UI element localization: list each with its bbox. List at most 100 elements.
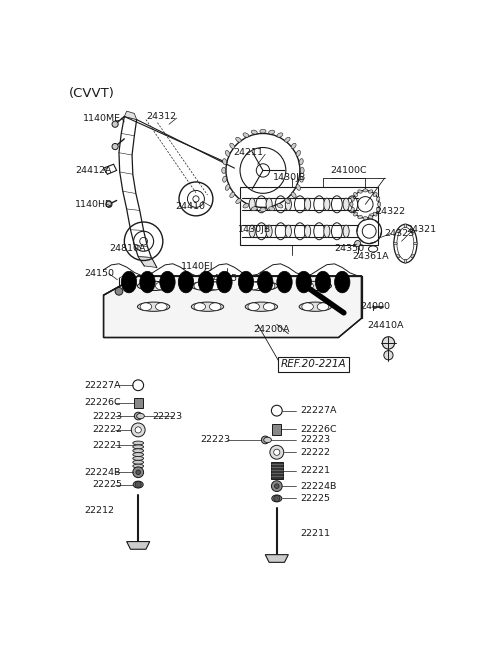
Text: 22222: 22222 [300, 448, 330, 457]
Ellipse shape [277, 133, 283, 137]
Ellipse shape [194, 303, 205, 310]
Ellipse shape [236, 137, 241, 142]
Polygon shape [127, 542, 150, 549]
Ellipse shape [192, 281, 224, 290]
Ellipse shape [291, 143, 296, 149]
Ellipse shape [299, 158, 303, 164]
Text: 24410: 24410 [175, 202, 205, 211]
Ellipse shape [299, 302, 332, 312]
Ellipse shape [304, 198, 311, 210]
Ellipse shape [317, 282, 329, 290]
Text: 24355: 24355 [207, 274, 238, 282]
Circle shape [134, 412, 142, 420]
Ellipse shape [369, 190, 373, 193]
Text: 22224B: 22224B [84, 468, 120, 477]
Ellipse shape [373, 192, 377, 196]
Text: 24100C: 24100C [331, 166, 367, 175]
Ellipse shape [243, 204, 249, 208]
Ellipse shape [133, 456, 144, 460]
Ellipse shape [133, 464, 144, 468]
Ellipse shape [160, 271, 175, 293]
Text: 22223: 22223 [200, 436, 230, 444]
Ellipse shape [133, 481, 143, 488]
Circle shape [274, 495, 280, 501]
Ellipse shape [249, 198, 255, 210]
Text: 22223: 22223 [300, 436, 330, 444]
Ellipse shape [411, 229, 414, 233]
Ellipse shape [140, 271, 155, 293]
Ellipse shape [248, 282, 260, 290]
Text: 24361A: 24361A [352, 252, 389, 261]
Text: 22223: 22223 [152, 412, 182, 420]
Ellipse shape [315, 271, 331, 293]
Ellipse shape [137, 302, 170, 312]
Ellipse shape [413, 243, 417, 245]
Ellipse shape [397, 229, 400, 233]
Ellipse shape [249, 225, 255, 237]
Ellipse shape [304, 225, 311, 237]
Text: (CVVT): (CVVT) [69, 87, 115, 100]
Text: 22211: 22211 [300, 529, 330, 538]
Circle shape [275, 484, 279, 489]
Ellipse shape [251, 130, 257, 134]
Ellipse shape [133, 453, 144, 456]
Ellipse shape [296, 184, 300, 190]
Circle shape [355, 241, 361, 247]
Ellipse shape [343, 225, 349, 237]
Ellipse shape [277, 271, 292, 293]
Ellipse shape [137, 413, 144, 419]
Ellipse shape [272, 495, 282, 502]
Ellipse shape [350, 202, 353, 207]
Circle shape [274, 449, 280, 455]
Ellipse shape [194, 282, 205, 290]
Ellipse shape [178, 271, 193, 293]
Circle shape [112, 121, 118, 127]
Circle shape [135, 427, 141, 433]
Circle shape [224, 274, 230, 280]
Ellipse shape [285, 225, 291, 237]
Ellipse shape [296, 151, 300, 156]
Text: 1430JB: 1430JB [238, 225, 272, 234]
Ellipse shape [209, 282, 221, 290]
Text: 1140ME: 1140ME [83, 113, 121, 123]
Ellipse shape [354, 212, 358, 216]
Circle shape [270, 446, 284, 459]
Ellipse shape [285, 137, 290, 142]
Ellipse shape [140, 303, 152, 310]
Text: 24322: 24322 [375, 208, 406, 217]
Ellipse shape [376, 197, 380, 201]
Text: 22227A: 22227A [300, 406, 336, 415]
Ellipse shape [198, 271, 214, 293]
Ellipse shape [269, 207, 275, 211]
Ellipse shape [354, 192, 358, 196]
Polygon shape [104, 276, 361, 337]
Ellipse shape [397, 255, 400, 258]
Ellipse shape [133, 460, 144, 464]
Ellipse shape [226, 151, 230, 156]
Text: 24350: 24350 [335, 245, 365, 253]
Ellipse shape [343, 198, 349, 210]
Ellipse shape [264, 437, 271, 443]
Bar [272, 424, 281, 434]
Polygon shape [138, 257, 156, 267]
Text: 22225: 22225 [300, 494, 330, 503]
Text: REF.20-221A: REF.20-221A [281, 359, 346, 369]
Text: 24000: 24000 [360, 302, 390, 311]
Ellipse shape [300, 167, 304, 174]
Ellipse shape [192, 302, 224, 312]
Ellipse shape [140, 282, 152, 290]
Text: 22224B: 22224B [300, 481, 336, 491]
Ellipse shape [251, 207, 257, 211]
Ellipse shape [121, 271, 137, 293]
Text: 22223: 22223 [92, 412, 122, 420]
Ellipse shape [302, 303, 313, 310]
Ellipse shape [351, 208, 354, 211]
Ellipse shape [133, 441, 144, 445]
Text: 24321: 24321 [406, 225, 436, 234]
Ellipse shape [264, 303, 275, 310]
Ellipse shape [373, 212, 377, 216]
Text: 22221: 22221 [300, 466, 330, 475]
Ellipse shape [264, 282, 275, 290]
Ellipse shape [245, 281, 277, 290]
Text: 1140EJ: 1140EJ [180, 262, 213, 271]
